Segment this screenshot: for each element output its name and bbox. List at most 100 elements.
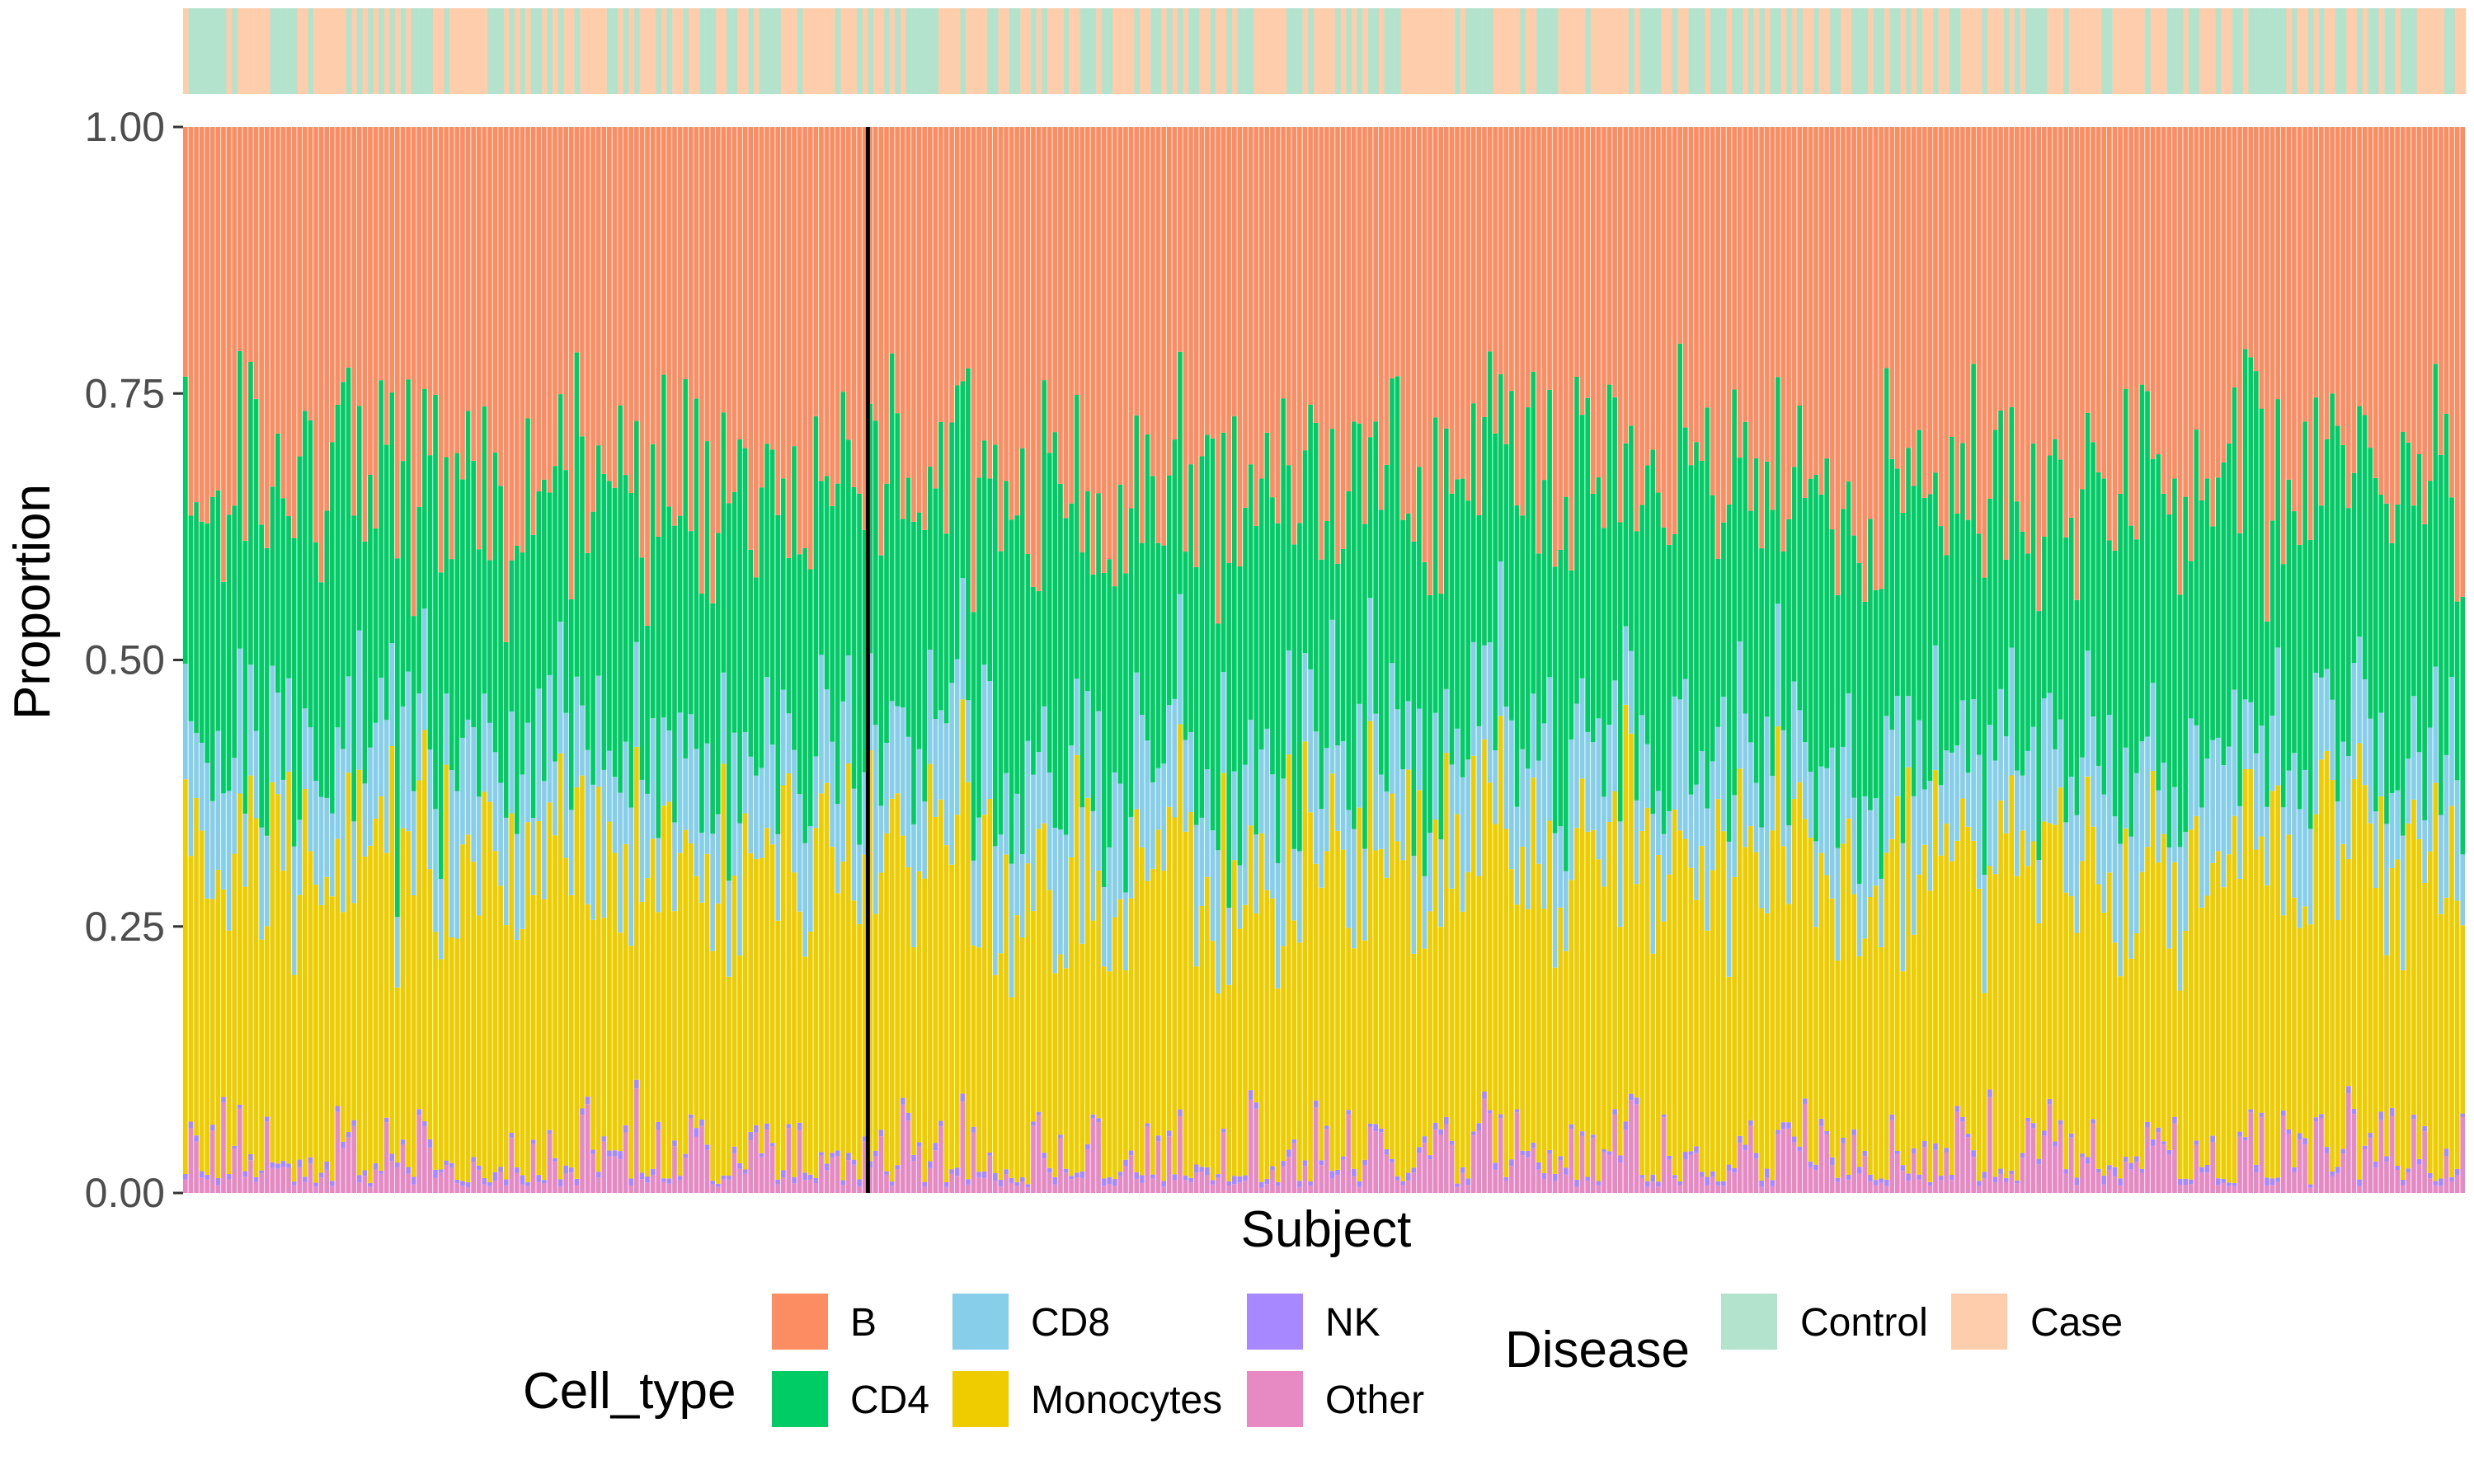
bar-segment-cd4 — [1123, 573, 1128, 893]
bar-segment-b — [1281, 127, 1286, 399]
bar-segment-other — [1042, 1158, 1047, 1193]
bar-segment-b — [905, 127, 911, 478]
bar-segment-monocytes — [580, 775, 585, 1109]
bar-segment-cd8 — [1514, 806, 1520, 905]
bar-segment-nk — [1329, 1171, 1335, 1179]
bar-segment-cd8 — [1047, 772, 1052, 890]
bar-segment-b — [677, 127, 683, 516]
bar-segment-cd4 — [1079, 552, 1085, 808]
bar-segment-b — [248, 127, 253, 363]
bar-segment-b — [503, 127, 509, 642]
bar-segment-monocytes — [727, 976, 731, 1176]
bar-segment-other — [1493, 1169, 1498, 1193]
bar-segment-other — [1531, 1148, 1536, 1193]
bar-segment-cd4 — [792, 446, 797, 750]
bar-segment-b — [1737, 127, 1743, 458]
bar-segment-nk — [226, 1174, 232, 1180]
bar-segment-cd8 — [1656, 791, 1661, 855]
bar-segment-monocytes — [2389, 867, 2395, 1108]
bar-segment-cd4 — [1835, 594, 1841, 848]
bar-segment-nk — [1998, 1168, 2003, 1175]
bar-segment-nk — [1808, 1161, 1813, 1167]
bar-segment-nk — [1493, 1162, 1498, 1170]
bar-segment-b — [2080, 127, 2085, 490]
bar-segment-other — [1346, 1114, 1352, 1193]
bar-segment-cd8 — [1688, 794, 1694, 868]
disease-strip-tile — [2378, 8, 2385, 94]
bar-segment-cd8 — [824, 689, 830, 783]
bar-segment-nk — [1378, 1128, 1384, 1133]
bar-segment-monocytes — [1286, 754, 1291, 1150]
bar-segment-nk — [520, 1175, 525, 1185]
bar-segment-cd8 — [1868, 810, 1873, 897]
bar-segment-cd8 — [1107, 847, 1112, 972]
bar-segment-monocytes — [862, 854, 868, 1137]
bar-segment-cd4 — [2427, 481, 2433, 728]
bar-segment-cd8 — [242, 813, 248, 887]
bar-segment-cd4 — [553, 466, 557, 762]
bar-segment-b — [715, 127, 721, 533]
bar-segment-monocytes — [1455, 814, 1460, 1184]
bar-segment-other — [987, 1155, 993, 1193]
bar-segment-nk — [1498, 1114, 1503, 1119]
bar-segment-cd8 — [2133, 773, 2139, 933]
bar-segment-cd4 — [291, 538, 297, 847]
bar-segment-nk — [2014, 1180, 2020, 1184]
bar-segment-monocytes — [242, 886, 248, 1172]
bar-segment-cd4 — [1172, 439, 1178, 699]
bar-segment-other — [1921, 1147, 1927, 1193]
bar-segment-other — [1405, 1180, 1411, 1193]
disease-strip-tile — [471, 8, 477, 94]
disease-strip-tile — [1911, 8, 1917, 94]
bar-segment-nk — [1541, 1173, 1547, 1179]
bar-segment-other — [1509, 1166, 1514, 1193]
bar-segment-other — [215, 1185, 221, 1193]
bar-segment-other — [786, 1128, 792, 1193]
bar-segment-other — [2172, 1123, 2177, 1193]
bar-segment-cd8 — [1732, 795, 1737, 877]
bar-segment-monocytes — [1933, 770, 1938, 1144]
disease-strip-tile — [1585, 8, 1592, 94]
disease-strip-tile — [1145, 8, 1151, 94]
bar-segment-cd4 — [465, 411, 471, 720]
bar-segment-nk — [612, 1150, 618, 1157]
disease-strip-tile — [275, 8, 281, 94]
disease-strip-tile — [628, 8, 635, 94]
bar-segment-cd8 — [1661, 834, 1667, 922]
bar-segment-b — [1884, 127, 1889, 369]
disease-strip-tile — [1933, 8, 1939, 94]
bar-segment-other — [1541, 1178, 1547, 1193]
bar-segment-other — [628, 1186, 634, 1193]
bar-segment-b — [1052, 127, 1058, 433]
disease-strip-tile — [2335, 8, 2341, 94]
bar-segment-other — [541, 1183, 547, 1193]
bar-segment-cd8 — [1596, 718, 1602, 860]
bar-segment-other — [916, 1146, 922, 1193]
bar-segment-nk — [2346, 1086, 2351, 1094]
bar-segment-cd8 — [356, 630, 362, 770]
bar-segment-b — [1927, 127, 1933, 495]
bar-segment-monocytes — [1971, 840, 1976, 1151]
bar-segment-nk — [264, 1116, 270, 1122]
bar-segment-nk — [634, 1079, 639, 1089]
bar-segment-nk — [851, 1159, 857, 1165]
bar-segment-monocytes — [1308, 812, 1313, 1181]
legend-key-control — [1721, 1294, 1777, 1350]
bar-segment-other — [601, 1141, 607, 1193]
disease-strip-tile — [1982, 8, 1988, 94]
bar-segment-cd4 — [1134, 415, 1140, 673]
bar-segment-nk — [2210, 1135, 2215, 1143]
bar-segment-monocytes — [1748, 826, 1753, 1120]
bar-segment-cd8 — [2047, 693, 2053, 824]
bar-segment-monocytes — [1617, 927, 1623, 1156]
disease-strip-tile — [1384, 8, 1390, 94]
disease-strip-tile — [1606, 8, 1613, 94]
bar-segment-other — [1123, 1166, 1128, 1193]
bar-segment-monocytes — [2454, 900, 2460, 1169]
legend-disease: Control Case — [1721, 1294, 2123, 1350]
bar-segment-b — [395, 127, 400, 559]
bar-segment-cd8 — [1694, 784, 1699, 900]
bar-segment-nk — [819, 1152, 824, 1156]
bar-segment-nk — [1851, 1129, 1856, 1135]
bar-segment-other — [1357, 1186, 1362, 1193]
